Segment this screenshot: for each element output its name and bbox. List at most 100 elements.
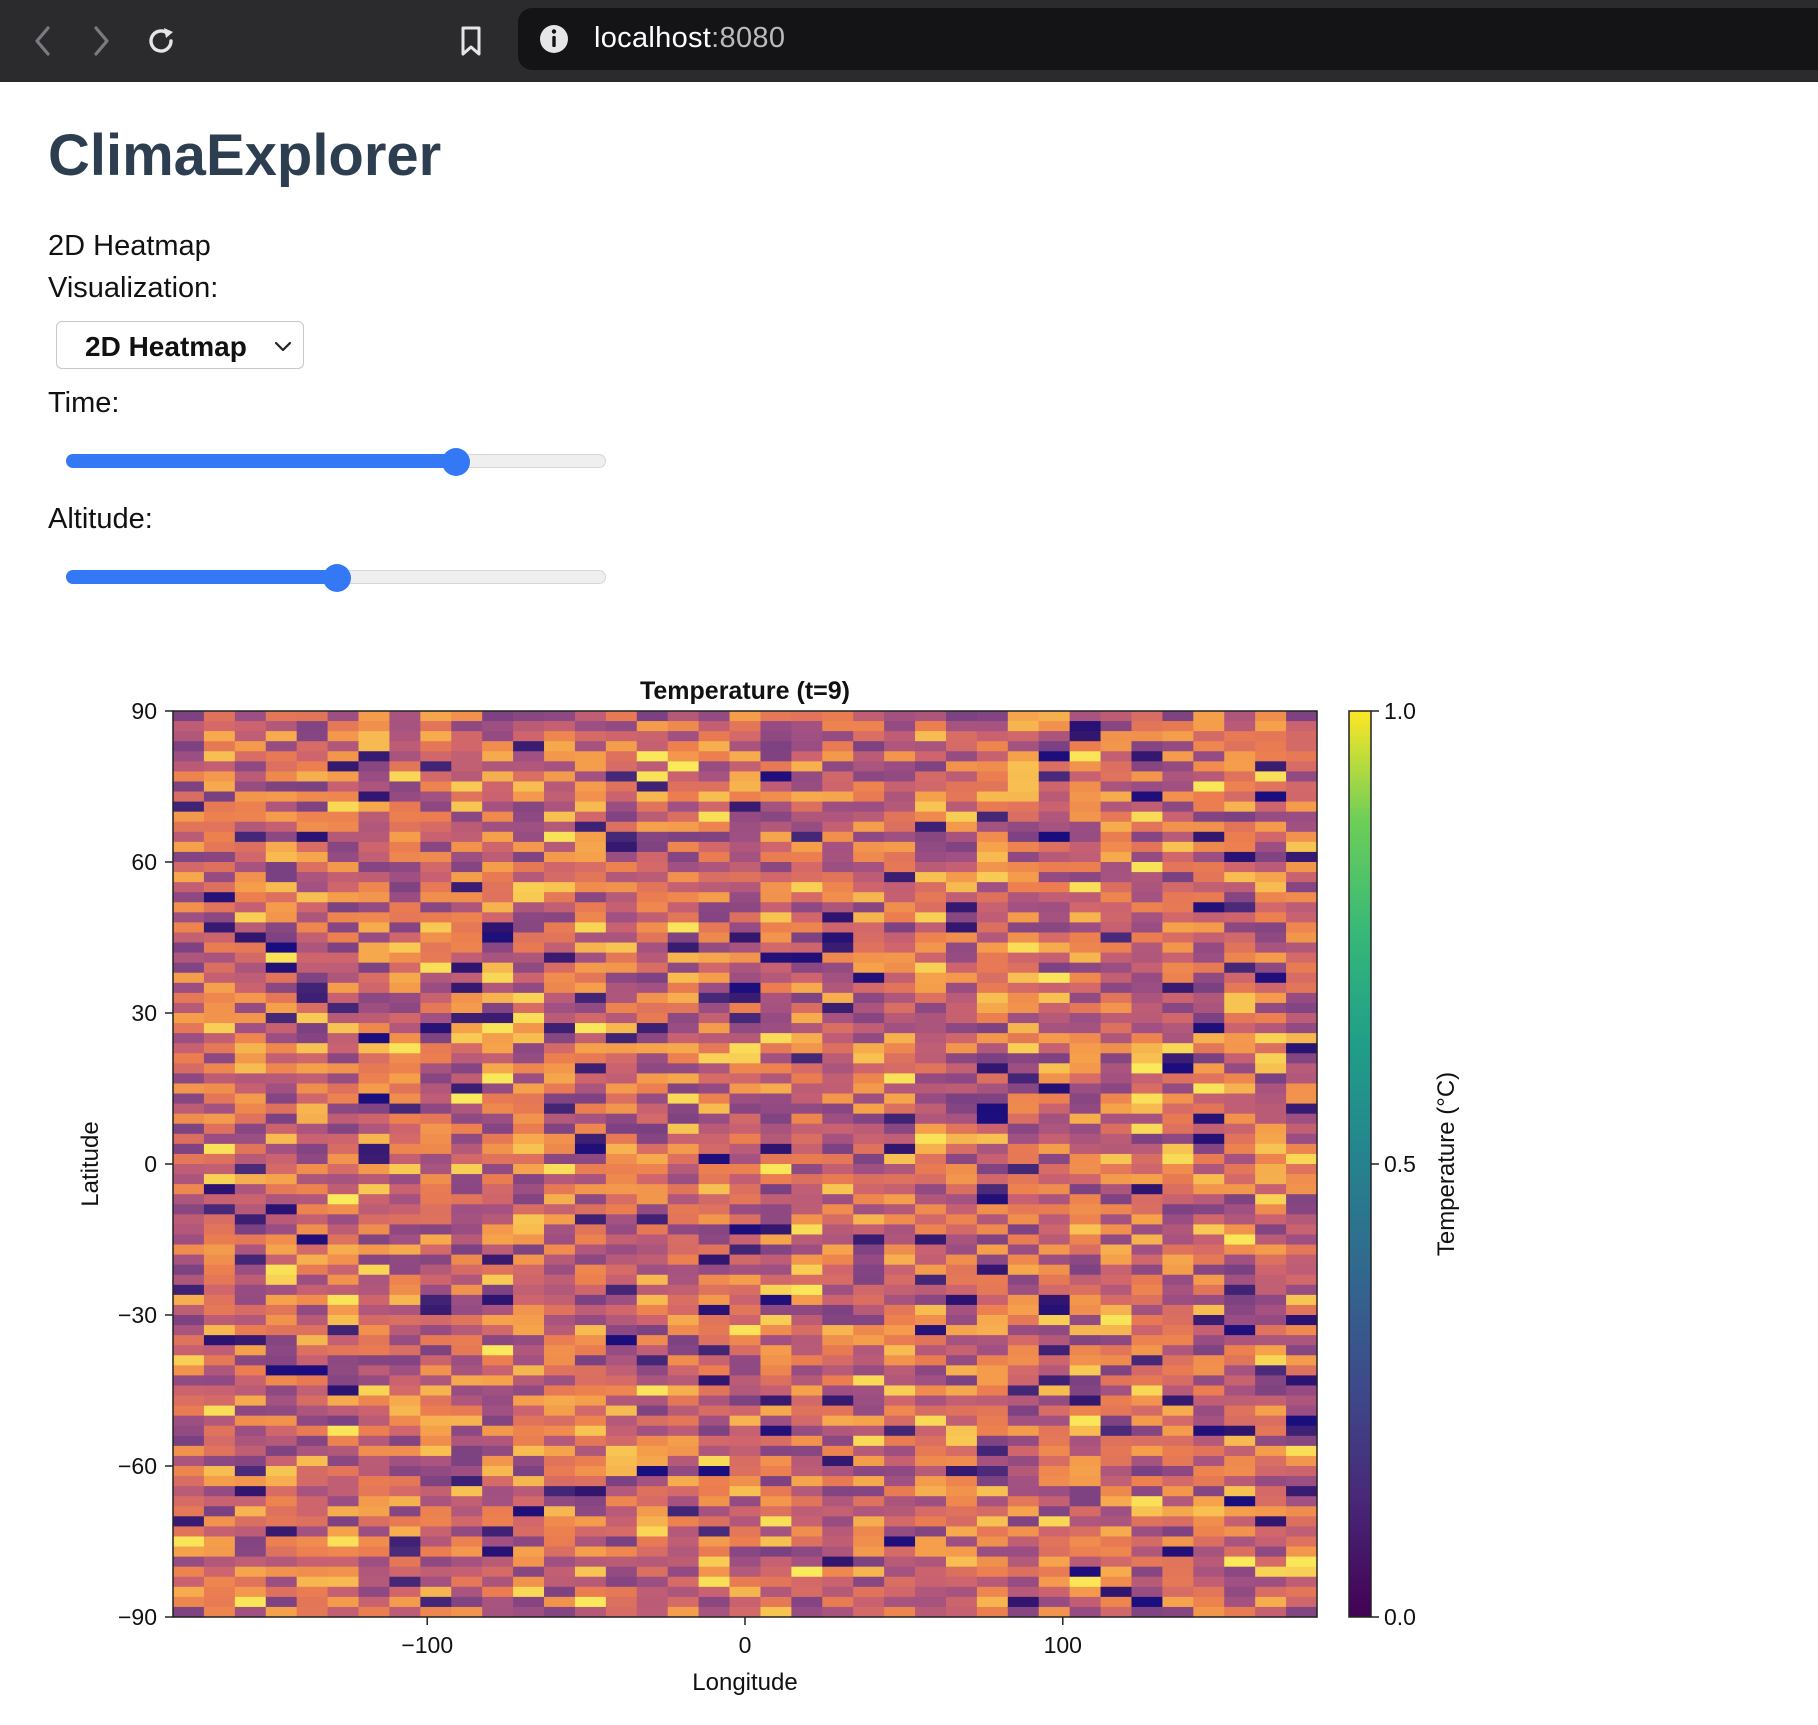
- heatmap-cell: [327, 1335, 360, 1346]
- heatmap-cell: [482, 1476, 514, 1487]
- heatmap-cell: [173, 1174, 205, 1185]
- heatmap-cell: [265, 992, 298, 1004]
- heatmap-cell: [203, 1133, 236, 1145]
- heatmap-cell: [1193, 1455, 1225, 1467]
- heatmap-cell: [1224, 1435, 1256, 1447]
- heatmap-cell: [1038, 1455, 1071, 1467]
- heatmap-cell: [574, 1153, 607, 1165]
- heatmap-cell: [358, 1143, 391, 1155]
- heatmap-cell: [420, 1093, 452, 1105]
- info-icon[interactable]: [536, 21, 572, 57]
- heatmap-cell: [1007, 942, 1040, 954]
- heatmap-cell: [822, 851, 854, 863]
- heatmap-cell: [1069, 862, 1102, 873]
- heatmap-cell: [1193, 1234, 1225, 1246]
- address-bar[interactable]: localhost:8080: [518, 8, 1818, 70]
- heatmap-cell: [574, 1093, 607, 1105]
- time-slider-thumb[interactable]: [441, 448, 470, 476]
- heatmap-cell: [1069, 1415, 1102, 1427]
- heatmap-cell: [482, 771, 514, 783]
- bookmark-icon[interactable]: [448, 18, 494, 64]
- heatmap-cell: [173, 1083, 205, 1095]
- heatmap-cell: [513, 1546, 545, 1558]
- heatmap-cell: [1131, 1486, 1164, 1497]
- heatmap-cell: [1131, 992, 1164, 1004]
- heatmap-cell: [1255, 1284, 1287, 1296]
- heatmap-cell: [636, 791, 669, 803]
- heatmap-cell: [760, 1365, 792, 1376]
- heatmap-cell: [389, 1395, 421, 1407]
- heatmap-cell: [234, 862, 267, 873]
- y-tick-label: −60: [118, 1453, 157, 1479]
- heatmap-cell: [513, 1526, 545, 1538]
- heatmap-cell: [698, 1556, 731, 1568]
- heatmap-cell: [976, 1526, 1009, 1538]
- heatmap-cell: [729, 1264, 762, 1276]
- heatmap-cell: [358, 962, 391, 974]
- reload-icon[interactable]: [138, 18, 184, 64]
- heatmap-cell: [822, 1355, 854, 1366]
- heatmap-cell: [358, 902, 391, 913]
- heatmap-cell: [173, 811, 205, 823]
- heatmap-cell: [574, 1506, 607, 1517]
- heatmap-cell: [884, 892, 916, 903]
- heatmap-cell: [791, 1335, 823, 1346]
- visualization-select[interactable]: 2D Heatmap: [56, 321, 304, 369]
- heatmap-cell: [234, 841, 267, 853]
- heatmap-cell: [327, 1415, 360, 1427]
- forward-arrow-icon[interactable]: [78, 18, 124, 64]
- heatmap-cell: [1255, 751, 1287, 762]
- altitude-slider-thumb[interactable]: [323, 564, 351, 592]
- heatmap-cell: [389, 1264, 421, 1276]
- heatmap-cell: [915, 1113, 947, 1125]
- heatmap-cell: [574, 721, 607, 732]
- heatmap-cell: [513, 851, 545, 863]
- heatmap-cell: [791, 1204, 823, 1215]
- heatmap-cell: [173, 1506, 205, 1517]
- heatmap-cell: [574, 1123, 607, 1135]
- heatmap-cell: [945, 771, 978, 783]
- heatmap-cell: [760, 1355, 792, 1366]
- heatmap-cell: [976, 1284, 1009, 1296]
- heatmap-cell: [451, 1002, 483, 1014]
- heatmap-cell: [327, 962, 360, 974]
- heatmap-cell: [1131, 761, 1164, 772]
- heatmap-cell: [234, 1244, 267, 1256]
- heatmap-cell: [173, 1375, 205, 1387]
- heatmap-cell: [853, 1254, 885, 1266]
- heatmap-cell: [234, 1516, 267, 1527]
- heatmap-cell: [265, 791, 298, 803]
- heatmap-cell: [667, 1345, 700, 1356]
- heatmap-cell: [1038, 1385, 1071, 1397]
- heatmap-cell: [1038, 1023, 1071, 1034]
- heatmap-cell: [574, 1455, 607, 1467]
- heatmap-cell: [1255, 932, 1287, 944]
- heatmap-cell: [605, 1274, 638, 1286]
- heatmap-cell: [853, 1224, 885, 1236]
- heatmap-cell: [482, 1053, 514, 1064]
- heatmap-cell: [1193, 1164, 1225, 1175]
- heatmap-cell: [976, 1315, 1009, 1326]
- heatmap-cell: [203, 1063, 236, 1074]
- heatmap-cell: [1131, 1164, 1164, 1175]
- heatmap-cell: [1038, 1284, 1071, 1296]
- heatmap-cell: [1286, 1043, 1318, 1054]
- heatmap-cell: [1224, 1093, 1256, 1105]
- heatmap-cell: [1255, 912, 1287, 923]
- heatmap-cell: [1038, 1204, 1071, 1215]
- heatmap-cell: [574, 922, 607, 934]
- heatmap-cell: [976, 1053, 1009, 1064]
- altitude-slider[interactable]: [66, 564, 606, 592]
- heatmap-cell: [1286, 1536, 1318, 1548]
- heatmap-cell: [482, 992, 514, 1004]
- heatmap-cell: [636, 872, 669, 883]
- heatmap-cell: [945, 1153, 978, 1165]
- heatmap-cell: [1131, 962, 1164, 974]
- back-arrow-icon[interactable]: [20, 18, 66, 64]
- time-slider[interactable]: [66, 448, 606, 476]
- heatmap-cell: [1100, 1073, 1133, 1085]
- heatmap-cell: [327, 1455, 360, 1467]
- heatmap-cell: [945, 1466, 978, 1477]
- heatmap-cell: [327, 942, 360, 954]
- heatmap-cell: [1255, 972, 1287, 984]
